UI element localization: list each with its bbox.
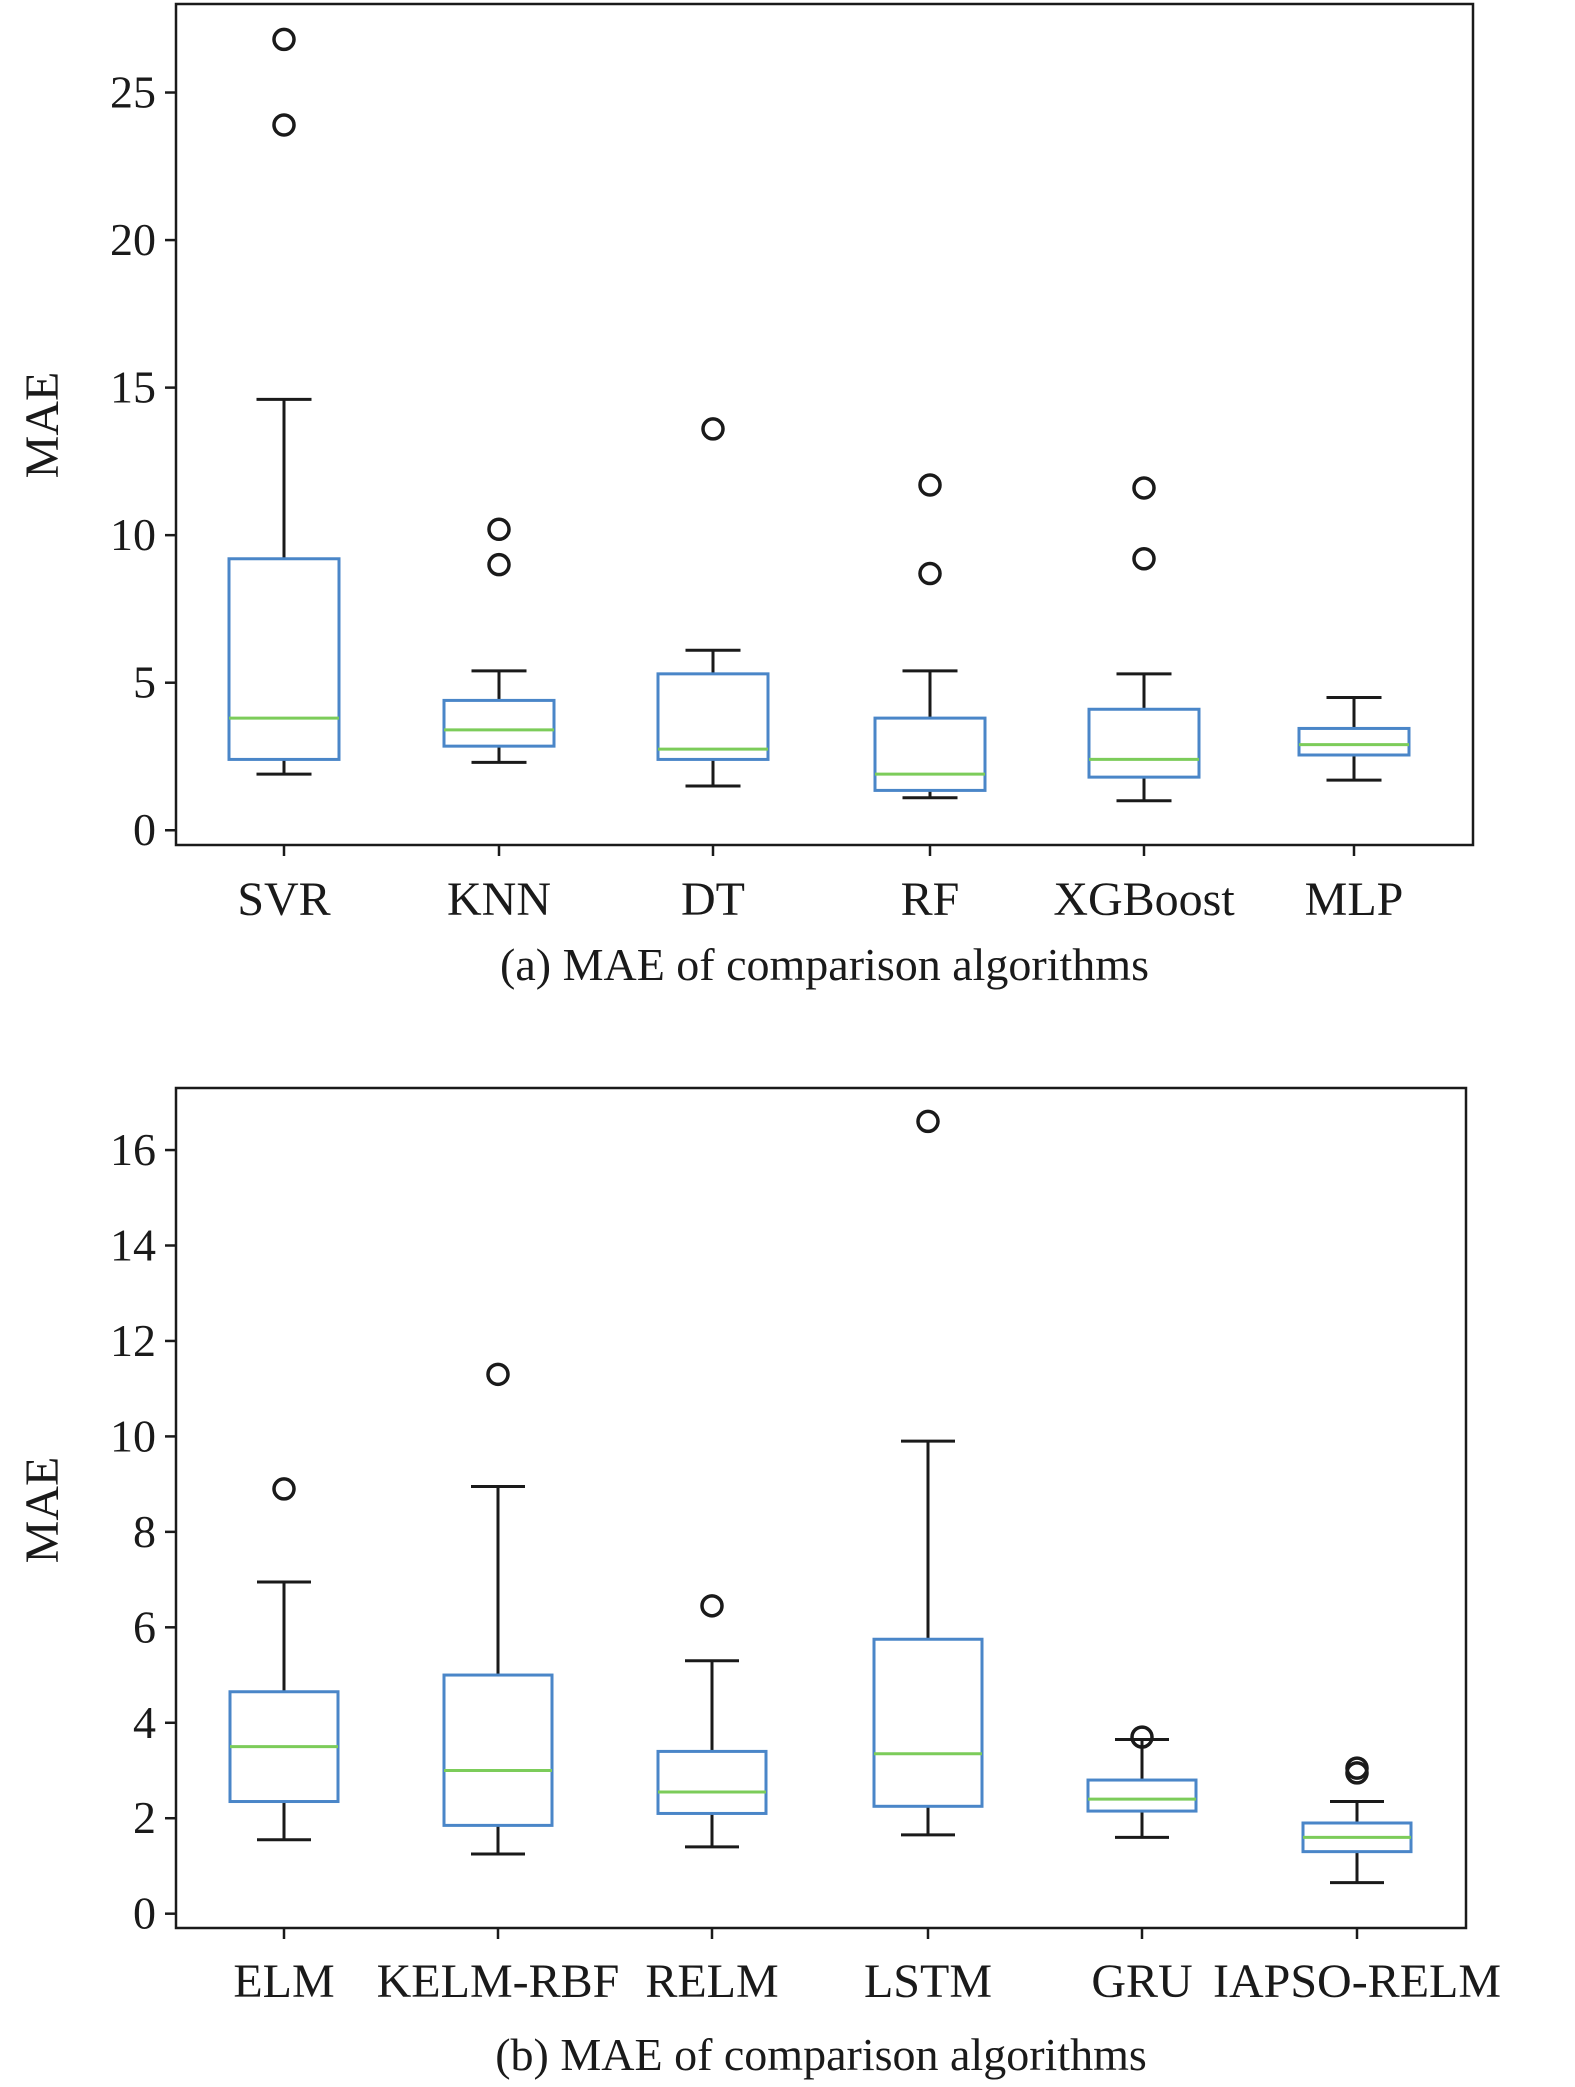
x-tick-label: ELM <box>233 1955 334 2008</box>
y-tick-label: 20 <box>110 214 156 265</box>
y-tick-label: 8 <box>133 1506 156 1557</box>
y-axis-label: MAE <box>16 372 69 479</box>
box-kelm-rbf <box>442 1362 554 1856</box>
y-tick-label: 5 <box>133 657 156 708</box>
outlier-point <box>272 1477 296 1501</box>
x-tick-label: DT <box>681 873 745 926</box>
iqr-box <box>872 1637 984 1808</box>
y-tick-label: 2 <box>133 1792 156 1843</box>
box-rf <box>873 473 987 800</box>
y-axis-label: MAE <box>16 1457 69 1564</box>
box-lstm <box>872 1109 984 1837</box>
box-xgboost <box>1087 476 1201 803</box>
y-tick-label: 12 <box>110 1315 156 1366</box>
x-tick-label: SVR <box>237 873 330 926</box>
x-tick-label: MLP <box>1305 873 1404 926</box>
x-tick-label: GRU <box>1091 1955 1192 2008</box>
y-tick-label: 25 <box>110 67 156 118</box>
x-tick-label: XGBoost <box>1053 873 1235 926</box>
outlier-point <box>701 417 725 441</box>
iqr-box <box>227 557 341 761</box>
box-mlp <box>1297 695 1411 782</box>
y-tick-label: 14 <box>110 1220 156 1271</box>
y-tick-label: 10 <box>110 1410 156 1461</box>
box-relm <box>656 1594 768 1849</box>
outlier-point <box>1345 1756 1369 1780</box>
outlier-point <box>272 27 296 52</box>
box-iapso-relm <box>1301 1756 1413 1885</box>
box-svr <box>227 27 341 776</box>
box-gru <box>1086 1725 1198 1839</box>
box-dt <box>656 417 770 788</box>
box-knn <box>442 517 556 764</box>
outlier-point <box>272 113 296 137</box>
plot-frame <box>174 2 1475 847</box>
y-tick-label: 0 <box>133 804 156 855</box>
x-tick-label: IAPSO-RELM <box>1213 1955 1501 2008</box>
iqr-box <box>656 1749 768 1815</box>
outlier-point <box>918 473 942 497</box>
outlier-point <box>486 1362 510 1387</box>
x-tick-label: KNN <box>447 873 551 926</box>
outlier-point <box>487 552 511 577</box>
chart-panel-b: 0 2 4 6 8 10 12 14 16 MAE ELM KELM-RBF RELM LSTM GRU IA… <box>16 1086 1501 2080</box>
outlier-point <box>700 1594 724 1618</box>
iqr-box <box>873 716 987 792</box>
iqr-box <box>442 698 556 748</box>
chart-caption: (a) MAE of comparison algorithms <box>500 939 1149 990</box>
iqr-box <box>442 1673 554 1827</box>
outlier-point <box>1130 1725 1154 1749</box>
iqr-box <box>1087 707 1201 779</box>
y-tick-label: 10 <box>110 509 156 560</box>
iqr-box <box>1297 726 1411 757</box>
y-tick-label: 15 <box>110 362 156 413</box>
outlier-point <box>918 561 942 586</box>
y-tick-label: 16 <box>110 1124 156 1175</box>
x-tick-label: KELM-RBF <box>377 1955 620 2008</box>
chart-caption: (b) MAE of comparison algorithms <box>495 2029 1147 2080</box>
iqr-box <box>656 672 770 761</box>
chart-panel-a: 0 5 10 15 20 25 MAE SVR KNN DT RF XGBoost MLP (a) MAE… <box>16 2 1475 990</box>
y-tick-label: 0 <box>133 1888 156 1939</box>
outlier-point <box>1132 476 1156 500</box>
box-elm <box>228 1477 340 1842</box>
x-tick-label: RELM <box>645 1955 778 2008</box>
x-tick-label: RF <box>901 873 960 926</box>
y-tick-label: 4 <box>133 1697 156 1748</box>
x-tick-label: LSTM <box>864 1955 992 2008</box>
outlier-point <box>487 517 511 542</box>
iqr-box <box>1086 1778 1198 1813</box>
outlier-point <box>1132 547 1156 571</box>
plot-frame <box>174 1086 1468 1930</box>
outlier-point <box>916 1109 940 1134</box>
y-tick-label: 6 <box>133 1601 156 1652</box>
